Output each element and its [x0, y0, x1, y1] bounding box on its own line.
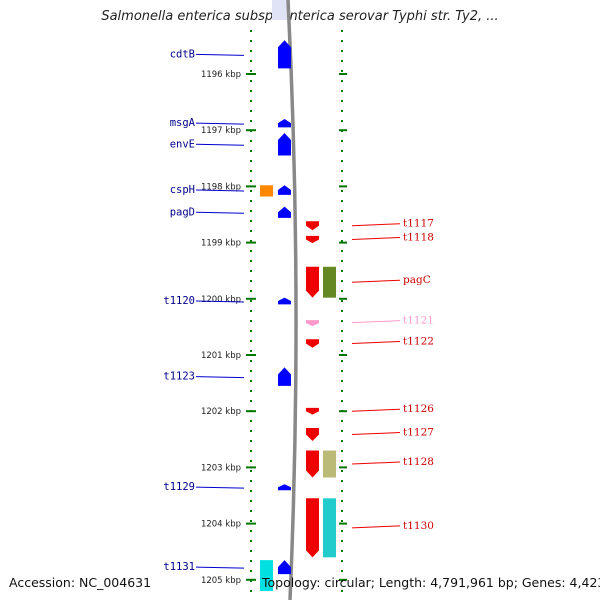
gene-t1123[interactable]: [278, 367, 291, 386]
gene-label-leader: [195, 486, 245, 489]
feature-block[interactable]: [260, 185, 273, 197]
gene-label-t1117[interactable]: t1117: [403, 218, 434, 230]
gene-label-t1121[interactable]: t1121: [403, 315, 434, 327]
gene-label-leader: [195, 566, 245, 569]
gene-label-cdtB[interactable]: cdtB: [170, 48, 195, 60]
gene-label-leader: [351, 223, 401, 227]
map-title: Salmonella enterica subsp. enterica sero…: [101, 9, 499, 24]
ruler-tick-label: 1201 kbp: [201, 351, 241, 361]
gene-label-t1122[interactable]: t1122: [403, 335, 434, 347]
gene-envE[interactable]: [278, 133, 291, 156]
ruler-tick-label: 1205 kbp: [201, 576, 241, 586]
gene-label-msgA[interactable]: msgA: [170, 117, 196, 129]
ghost-band: [272, 0, 290, 20]
gene-label-leader: [351, 320, 401, 324]
gene-t1118[interactable]: [306, 235, 319, 244]
gene-t1117[interactable]: [306, 221, 319, 231]
gene-t1121[interactable]: [306, 320, 319, 327]
ruler-tick-label: 1197 kbp: [201, 126, 241, 136]
ruler-tick-label: 1200 kbp: [201, 295, 241, 305]
gene-t1120[interactable]: [278, 297, 291, 305]
gene-label-leader: [195, 189, 245, 192]
gene-t1122[interactable]: [306, 339, 319, 348]
gene-t1126[interactable]: [306, 407, 319, 415]
gene-label-cspH[interactable]: cspH: [170, 184, 195, 196]
gene-label-leader: [351, 432, 401, 436]
gene-label-leader: [351, 279, 401, 283]
gene-cspH[interactable]: [278, 185, 291, 195]
gene-label-leader: [351, 237, 401, 241]
genome-backbone: [286, 0, 298, 600]
gene-label-leader: [195, 122, 245, 125]
gene-label-leader: [195, 53, 245, 56]
gene-label-leader: [351, 340, 401, 344]
gene-cdtB[interactable]: [278, 40, 291, 69]
gene-t1127[interactable]: [306, 428, 319, 441]
gene-pagD[interactable]: [278, 206, 291, 218]
gene-label-leader: [351, 408, 401, 412]
gene-label-t1131[interactable]: t1131: [163, 561, 195, 573]
gene-t1131[interactable]: [278, 560, 291, 575]
gene-t1130[interactable]: [306, 498, 319, 558]
ruler-tick-label: 1202 kbp: [201, 407, 241, 417]
gene-label-envE[interactable]: envE: [170, 138, 195, 150]
feature-block[interactable]: [323, 266, 336, 298]
gene-label-leader: [351, 525, 401, 529]
gene-label-pagD[interactable]: pagD: [170, 206, 195, 218]
gene-msgA[interactable]: [278, 118, 291, 128]
gene-label-leader: [195, 143, 245, 146]
ruler-tick-label: 1203 kbp: [201, 463, 241, 473]
gene-label-t1118[interactable]: t1118: [403, 232, 434, 244]
gene-label-leader: [351, 461, 401, 465]
gene-label-leader: [195, 211, 245, 214]
gene-label-t1127[interactable]: t1127: [403, 427, 434, 439]
feature-block[interactable]: [260, 560, 273, 592]
gene-label-t1126[interactable]: t1126: [403, 403, 434, 415]
gene-label-t1130[interactable]: t1130: [403, 520, 434, 532]
genome-summary: Topology: circular; Length: 4,791,961 bp…: [262, 575, 600, 590]
gene-label-t1123[interactable]: t1123: [163, 371, 195, 383]
gene-label-t1129[interactable]: t1129: [163, 481, 195, 493]
gene-label-t1120[interactable]: t1120: [163, 295, 195, 307]
ruler-tick-label: 1198 kbp: [201, 182, 241, 192]
gene-t1128[interactable]: [306, 450, 319, 478]
feature-block[interactable]: [323, 498, 336, 558]
gene-pagC[interactable]: [306, 266, 319, 298]
gene-label-t1128[interactable]: t1128: [403, 456, 434, 468]
gene-t1129[interactable]: [278, 484, 291, 491]
ruler-tick-label: 1204 kbp: [201, 520, 241, 530]
feature-block[interactable]: [323, 450, 336, 478]
gene-label-pagC[interactable]: pagC: [403, 274, 431, 286]
ruler-tick-label: 1196 kbp: [201, 70, 241, 80]
ruler-tick-label: 1199 kbp: [201, 239, 241, 249]
gene-label-leader: [195, 300, 245, 303]
gene-label-leader: [195, 376, 245, 379]
accession-label: Accession: NC_004631: [9, 575, 152, 590]
